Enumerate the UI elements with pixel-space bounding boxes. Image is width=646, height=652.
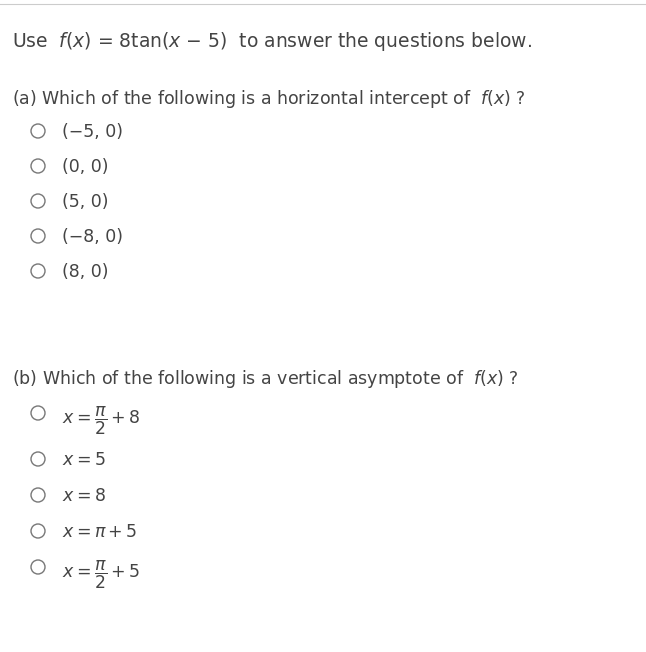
- Text: Use  $f(x)$ = 8tan($x$ $-$ 5)  to answer the questions below.: Use $f(x)$ = 8tan($x$ $-$ 5) to answer t…: [12, 30, 532, 53]
- Text: $x = 8$: $x = 8$: [62, 487, 106, 505]
- Text: (5, 0): (5, 0): [62, 193, 109, 211]
- Text: (b) Which of the following is a vertical asymptote of  $f(x)$ ?: (b) Which of the following is a vertical…: [12, 368, 519, 390]
- Text: (−8, 0): (−8, 0): [62, 228, 123, 246]
- Text: $x = \pi + 5$: $x = \pi + 5$: [62, 523, 138, 541]
- Text: (a) Which of the following is a horizontal intercept of  $f(x)$ ?: (a) Which of the following is a horizont…: [12, 88, 526, 110]
- Text: $x = \dfrac{\pi}{2} + 8$: $x = \dfrac{\pi}{2} + 8$: [62, 405, 140, 437]
- Text: $x = \dfrac{\pi}{2} + 5$: $x = \dfrac{\pi}{2} + 5$: [62, 559, 140, 591]
- Text: $x = 5$: $x = 5$: [62, 451, 105, 469]
- Text: (−5, 0): (−5, 0): [62, 123, 123, 141]
- Text: (8, 0): (8, 0): [62, 263, 109, 281]
- Text: (0, 0): (0, 0): [62, 158, 109, 176]
